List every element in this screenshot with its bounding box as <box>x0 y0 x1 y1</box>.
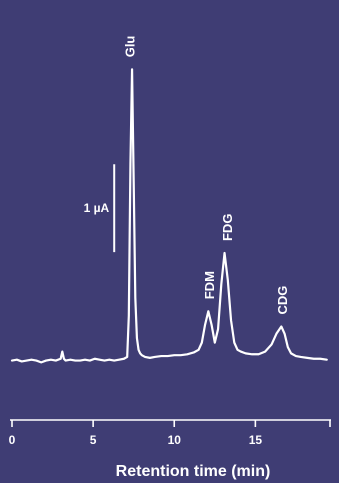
chromatogram-trace-0 <box>10 68 328 364</box>
x-tick-label-10: 10 <box>168 433 182 447</box>
x-axis-label: Retention time (min) <box>116 463 271 480</box>
peak-label-cdg: CDG <box>275 286 290 315</box>
x-axis: 0 5 10 15 Retention time (min) <box>9 419 331 480</box>
x-tick-label-0: 0 <box>9 433 16 447</box>
annotation-layer: 1 µA Glu FDM FDG CDG <box>84 36 291 315</box>
plot-layer <box>10 68 328 364</box>
x-tick-label-5: 5 <box>90 433 97 447</box>
peak-label-glu: Glu <box>123 36 138 58</box>
scale-bar-label: 1 µA <box>84 201 110 215</box>
peak-label-fdm: FDM <box>202 271 217 299</box>
peak-label-fdg: FDG <box>220 214 235 241</box>
x-tick-label-15: 15 <box>249 433 263 447</box>
